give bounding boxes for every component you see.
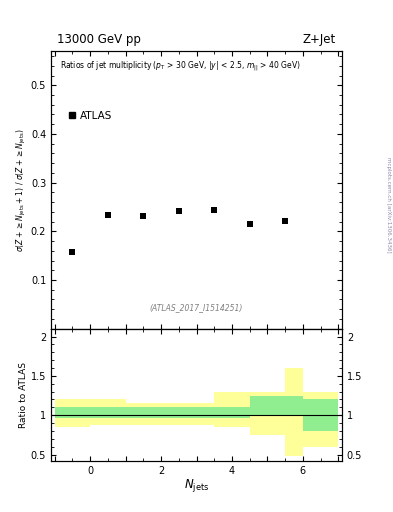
Text: Ratios of jet multiplicity ($p_\mathrm{T}$ > 30 GeV, $|y|$ < 2.5, $m_{||}$ > 40 : Ratios of jet multiplicity ($p_\mathrm{T… — [60, 59, 301, 74]
Text: 13000 GeV pp: 13000 GeV pp — [57, 33, 141, 46]
Text: (ATLAS_2017_I1514251): (ATLAS_2017_I1514251) — [150, 303, 243, 312]
X-axis label: $N_\mathrm{jets}$: $N_\mathrm{jets}$ — [184, 477, 209, 494]
Legend: ATLAS: ATLAS — [65, 106, 116, 125]
Text: mcplots.cern.ch [arXiv:1306.3436]: mcplots.cern.ch [arXiv:1306.3436] — [386, 157, 391, 252]
Y-axis label: Ratio to ATLAS: Ratio to ATLAS — [19, 362, 28, 428]
Text: Z+Jet: Z+Jet — [303, 33, 336, 46]
Y-axis label: $\sigma(Z + \geq N_\mathrm{jets}+1)\ /\ \sigma(Z + \geq N_\mathrm{jets})$: $\sigma(Z + \geq N_\mathrm{jets}+1)\ /\ … — [15, 128, 28, 252]
